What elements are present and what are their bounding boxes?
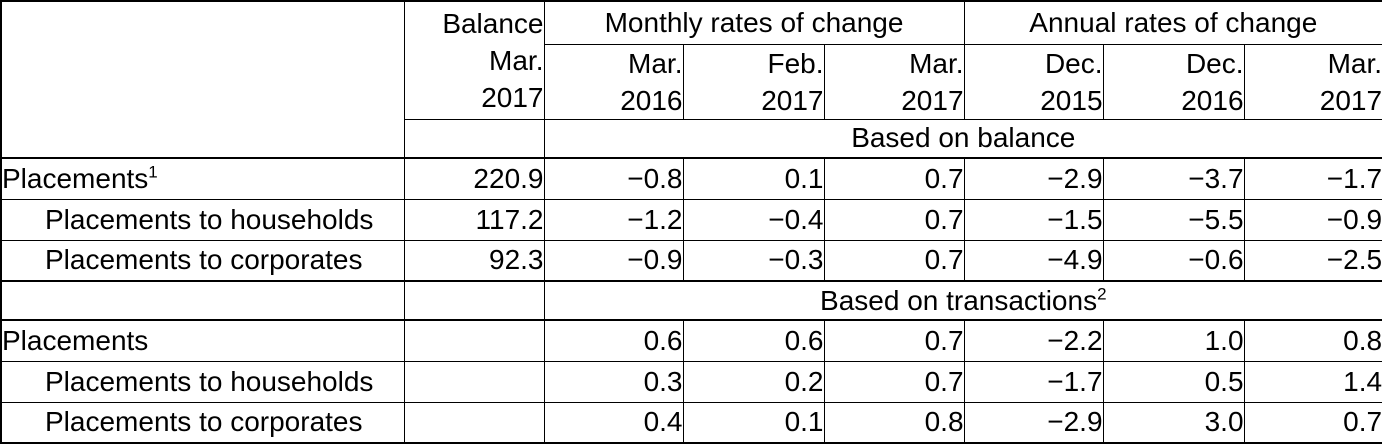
row-label-text: Placements to corporates — [45, 244, 363, 276]
row-label-text: Placements to corporates — [45, 406, 363, 438]
data-row-households-balance: Placements to households 117.2 −1.2 −0.4… — [0, 198, 1382, 241]
balance-header-line3: 2017 — [481, 81, 544, 113]
band-label: Based on transactions — [820, 284, 1098, 316]
value-cell: 0.5 — [1102, 360, 1245, 403]
data-row-households-transactions: Placements to households 0.3 0.2 0.7 −1.… — [0, 360, 1382, 403]
row-label-placements: Placements1 — [0, 157, 405, 200]
value-cell: 0.6 — [543, 319, 684, 362]
band-row-balance: Based on balance — [1, 118, 1382, 159]
row-label-superscript: 1 — [148, 162, 158, 182]
data-row-corporates-transactions: Placements to corporates 0.4 0.1 0.8 −2.… — [0, 401, 1382, 444]
balance-value-cell: 117.2 — [403, 198, 545, 241]
date-header-monthly-3: Mar. 2017 — [823, 43, 965, 120]
date-header-monthly-2: Feb. 2017 — [682, 43, 825, 120]
date-header-monthly-1: Mar. 2016 — [543, 43, 684, 120]
balance-header-cell: Balance Mar. 2017 — [403, 0, 545, 120]
date-year: 2016 — [1181, 84, 1244, 116]
header-row-groups: Balance Mar. 2017 Monthly rates of chang… — [0, 0, 1382, 159]
header-row-dates: Mar. 2016 Feb. 2017 Mar. 2017 Dec. 2015 … — [1, 43, 1382, 120]
value-cell: −2.5 — [1243, 239, 1382, 282]
row-label-text: Placements to households — [45, 365, 374, 397]
value-cell: −5.5 — [1102, 198, 1245, 241]
value-cell: −0.9 — [1243, 198, 1382, 241]
balance-value-cell — [403, 401, 545, 444]
row-label-text: Placements to households — [45, 203, 374, 235]
value-cell: 0.8 — [823, 401, 965, 444]
annual-group-header: Annual rates of change — [963, 0, 1382, 45]
date-month: Dec. — [1044, 47, 1103, 79]
balance-value-cell — [403, 360, 545, 403]
value-cell: −0.3 — [682, 239, 825, 282]
date-month: Mar. — [1327, 47, 1382, 79]
value-cell: −0.6 — [1102, 239, 1245, 282]
monthly-group-header: Monthly rates of change — [543, 0, 965, 45]
section-band-balance: Based on balance — [543, 118, 1382, 159]
band-label: Based on balance — [851, 122, 1076, 154]
section-band-transactions: Based on transactions2 — [543, 280, 1382, 321]
value-cell: 0.7 — [823, 360, 965, 403]
date-month: Dec. — [1185, 47, 1244, 79]
value-cell: −2.9 — [963, 157, 1104, 200]
data-row-placements-balance: Placements1 220.9 −0.8 0.1 0.7 −2.9 −3.7… — [0, 157, 1382, 200]
value-cell: −0.8 — [543, 157, 684, 200]
value-cell: 0.2 — [682, 360, 825, 403]
date-year: 2015 — [1040, 84, 1103, 116]
corner-cell — [0, 0, 405, 159]
value-cell: 0.7 — [823, 319, 965, 362]
band-row-transactions: Based on transactions2 — [0, 280, 1382, 321]
value-cell: −1.7 — [963, 360, 1104, 403]
date-year: 2017 — [901, 84, 964, 116]
value-cell: 0.1 — [682, 401, 825, 444]
row-label-placements: Placements — [0, 319, 405, 362]
value-cell: 0.6 — [682, 319, 825, 362]
value-cell: 0.7 — [823, 157, 965, 200]
date-month: Mar. — [628, 47, 683, 79]
value-cell: −1.2 — [543, 198, 684, 241]
value-cell: −1.5 — [963, 198, 1104, 241]
value-cell: 0.3 — [543, 360, 684, 403]
value-cell: −2.9 — [963, 401, 1104, 444]
value-cell: 0.7 — [823, 198, 965, 241]
row-label-placements-households: Placements to households — [0, 360, 405, 403]
balance-empty-cell — [403, 280, 545, 321]
value-cell: −0.9 — [543, 239, 684, 282]
date-header-annual-2: Dec. 2016 — [1102, 43, 1245, 120]
data-row-placements-transactions: Placements 0.6 0.6 0.7 −2.2 1.0 0.8 — [0, 319, 1382, 362]
value-cell: 1.0 — [1102, 319, 1245, 362]
date-month: Feb. — [767, 47, 824, 79]
row-label-placements-corporates: Placements to corporates — [0, 239, 405, 282]
balance-value-cell: 220.9 — [403, 157, 545, 200]
value-cell: 0.7 — [823, 239, 965, 282]
value-cell: 0.1 — [682, 157, 825, 200]
row-label-placements-corporates: Placements to corporates — [0, 401, 405, 444]
row-label-placements-households: Placements to households — [0, 198, 405, 241]
balance-value-cell: 92.3 — [403, 239, 545, 282]
band-superscript: 2 — [1097, 284, 1107, 304]
balance-header-line2: Mar. — [489, 44, 544, 76]
value-cell: −2.2 — [963, 319, 1104, 362]
value-cell: 0.7 — [1243, 401, 1382, 444]
date-year: 2017 — [761, 84, 824, 116]
balance-empty-cell — [403, 118, 545, 159]
row-label-text: Placements — [2, 324, 149, 356]
value-cell: 0.8 — [1243, 319, 1382, 362]
value-cell: 1.4 — [1243, 360, 1382, 403]
value-cell: −0.4 — [682, 198, 825, 241]
value-cell: −4.9 — [963, 239, 1104, 282]
row-label-text: Placements — [2, 162, 149, 194]
date-month: Mar. — [909, 47, 964, 79]
date-header-annual-1: Dec. 2015 — [963, 43, 1104, 120]
value-cell: 0.4 — [543, 401, 684, 444]
balance-header-line1: Balance — [442, 7, 544, 39]
value-cell: −3.7 — [1102, 157, 1245, 200]
date-header-annual-3: Mar. 2017 — [1243, 43, 1382, 120]
date-year: 2016 — [620, 84, 683, 116]
value-cell: 3.0 — [1102, 401, 1245, 444]
value-cell: −1.7 — [1243, 157, 1382, 200]
data-row-corporates-balance: Placements to corporates 92.3 −0.9 −0.3 … — [0, 239, 1382, 282]
balance-value-cell — [403, 319, 545, 362]
date-year: 2017 — [1319, 84, 1382, 116]
label-empty-cell — [0, 280, 405, 321]
